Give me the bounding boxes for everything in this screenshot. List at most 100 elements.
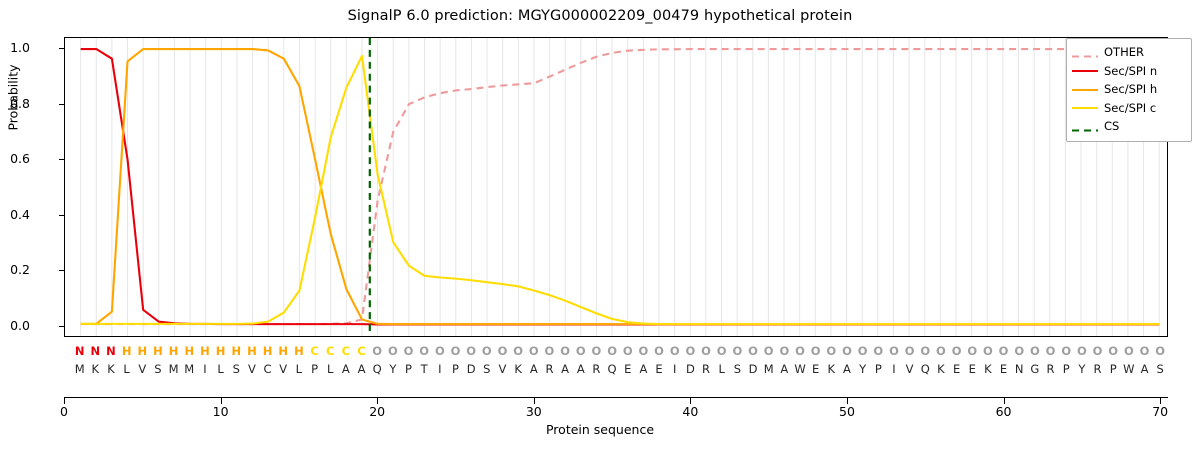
region-label: O [732, 344, 743, 358]
region-label: O [654, 344, 664, 358]
legend-swatch [1072, 47, 1098, 58]
residue-label: E [624, 362, 632, 376]
residue-label: Y [389, 362, 397, 376]
residue-label: I [203, 362, 207, 376]
region-label: O [607, 344, 617, 358]
region-label: O [419, 344, 430, 358]
region-label: H [294, 344, 304, 358]
residue-label: Y [1078, 362, 1086, 376]
y-tick-mark [58, 48, 64, 50]
region-label: O [842, 344, 852, 358]
region-label: O [1045, 344, 1056, 358]
region-label: O [889, 344, 899, 358]
residue-label: A [780, 362, 789, 376]
chart-title: SignalP 6.0 prediction: MGYG000002209_00… [347, 8, 853, 24]
gridlines [80, 38, 1160, 336]
y-axis-label: Probability [5, 64, 21, 131]
region-label: O [1092, 344, 1103, 358]
residue-label: I [438, 362, 442, 376]
residue-label: M [763, 362, 774, 376]
region-label: H [184, 344, 195, 358]
x-tick-mark [64, 398, 66, 404]
region-label: O [669, 344, 680, 358]
residue-label: P [311, 362, 319, 376]
residue-label: N [1014, 362, 1024, 376]
x-tick-mark [1003, 398, 1005, 404]
residue-label: Q [372, 362, 382, 376]
region-label: O [403, 344, 414, 358]
region-label: O [591, 344, 602, 358]
y-tick-label: 0.0 [10, 317, 30, 333]
region-label: O [685, 344, 696, 358]
region-label: O [481, 344, 492, 358]
region-label: O [826, 344, 837, 358]
legend-swatch [1072, 84, 1098, 95]
residue-label: V [905, 362, 914, 376]
region-label: H [168, 344, 179, 358]
region-label: O [575, 344, 586, 358]
region-label: O [748, 344, 758, 358]
region-label: O [528, 344, 539, 358]
region-label: C [341, 344, 351, 358]
residue-label: W [794, 362, 806, 376]
residue-label: L [326, 362, 334, 376]
residue-label: L [123, 362, 130, 376]
legend-item: Sec/SPI h [1072, 80, 1186, 99]
region-label: O [857, 344, 868, 358]
residue-label: Q [607, 362, 617, 376]
legend-label: Sec/SPI c [1104, 100, 1157, 115]
plot-area [64, 37, 1168, 337]
residue-label: G [1030, 362, 1040, 376]
residue-label: P [405, 362, 412, 376]
region-label: O [983, 344, 993, 358]
y-tick-mark [58, 214, 64, 216]
region-label: H [200, 344, 210, 358]
region-label: C [325, 344, 335, 358]
residue-label: A [357, 362, 366, 376]
x-tick-label: 60 [995, 404, 1012, 419]
residue-label: P [1109, 362, 1117, 376]
legend-swatch [1072, 121, 1098, 132]
residue-label: K [984, 362, 992, 376]
y-tick-label: 0.2 [10, 262, 30, 278]
residue-label: S [1156, 362, 1164, 376]
residue-label: P [874, 362, 882, 376]
region-label: O [1014, 344, 1025, 358]
residue-label: V [498, 362, 507, 376]
series-lines [80, 38, 1160, 336]
y-tick-label: 0.4 [10, 206, 30, 222]
x-tick-label: 40 [682, 404, 699, 419]
x-tick-label: 50 [839, 404, 855, 419]
y-tick-label: 0.6 [10, 151, 30, 167]
region-label: O [497, 344, 508, 358]
legend-item: CS [1072, 117, 1186, 136]
legend: OTHER Sec/SPI n Sec/SPI h Sec/SPI c CS [1066, 38, 1192, 142]
y-tick-label: 0.8 [10, 95, 30, 111]
residue-label: E [999, 362, 1008, 376]
region-label: O [873, 344, 884, 358]
residue-label: R [1093, 362, 1102, 376]
region-label: O [951, 344, 962, 358]
region-label: O [466, 344, 477, 358]
region-label: O [372, 344, 383, 358]
region-label: H [231, 344, 242, 358]
region-label: O [920, 344, 931, 358]
legend-label: Sec/SPI h [1104, 82, 1158, 97]
residue-label: P [452, 362, 459, 376]
residue-label: E [952, 362, 961, 376]
region-label: O [638, 344, 649, 358]
region-label: O [998, 344, 1009, 358]
region-label: O [716, 344, 727, 358]
x-tick-label: 0 [60, 404, 68, 419]
region-label: O [795, 344, 805, 358]
region-label: H [247, 344, 257, 358]
residue-label: D [466, 362, 476, 376]
residue-label: K [107, 362, 115, 376]
legend-item: Sec/SPI c [1072, 99, 1186, 118]
x-axis-label: Protein sequence [545, 422, 655, 437]
residue-label: M [74, 362, 85, 376]
residue-label: K [514, 362, 522, 376]
region-label: O [450, 344, 461, 358]
residue-label: S [483, 362, 491, 376]
x-tick-mark [533, 398, 535, 404]
